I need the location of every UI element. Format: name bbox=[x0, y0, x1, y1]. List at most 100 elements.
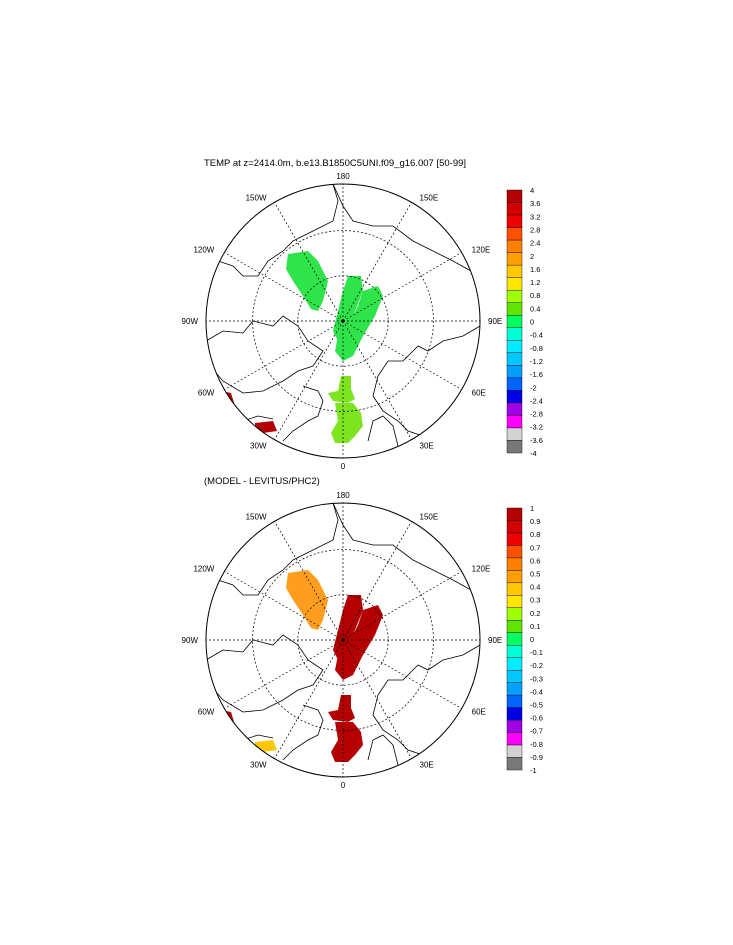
colorbar-label: 0.8 bbox=[530, 291, 540, 300]
colorbar-swatch bbox=[506, 719, 523, 733]
colorbar-label: -3.2 bbox=[530, 423, 543, 432]
longitude-label: 150W bbox=[246, 193, 267, 202]
coastline bbox=[372, 644, 480, 756]
fram-strait-blob bbox=[328, 376, 355, 403]
longitude-label: 90E bbox=[488, 636, 502, 645]
colorbar-label: -2 bbox=[530, 383, 537, 392]
coastline bbox=[367, 734, 399, 766]
meridian-line bbox=[224, 320, 344, 390]
canada-basin-blob bbox=[286, 570, 328, 630]
colorbar-label: 0 bbox=[530, 635, 534, 644]
map-border bbox=[205, 183, 481, 459]
latitude-circle bbox=[252, 230, 434, 412]
panel-title: (MODEL - LEVITUS/PHC2) bbox=[204, 476, 320, 487]
panel-title: TEMP at z=2414.0m, b.e13.B1850C5UNI.f09_… bbox=[204, 158, 467, 169]
colorbar-label: 3.6 bbox=[530, 199, 540, 208]
colorbar-label: 1 bbox=[530, 504, 534, 513]
longitude-label: 150E bbox=[420, 512, 439, 521]
colorbar-label: 4 bbox=[530, 186, 534, 195]
coastline bbox=[332, 503, 472, 591]
colorbar-label: 0.1 bbox=[530, 622, 540, 631]
colorbar-label: -0.2 bbox=[530, 661, 543, 670]
polar-map: 180 0 90W 90E 150W 120W 150E 120E 60W 30W 60E 30E bbox=[182, 172, 503, 470]
longitude-label: 180 bbox=[336, 172, 350, 181]
coastline bbox=[282, 704, 324, 761]
meridian-line bbox=[274, 639, 344, 759]
colorbar-label: 2.4 bbox=[530, 239, 540, 248]
coastline bbox=[282, 385, 324, 442]
colorbar-swatch bbox=[506, 532, 523, 546]
colorbar-label: -2.8 bbox=[530, 410, 543, 419]
longitude-label: 90W bbox=[182, 636, 199, 645]
colorbar-swatch bbox=[506, 732, 523, 746]
longitude-label: 90W bbox=[182, 317, 199, 326]
colorbar-label: -0.6 bbox=[530, 714, 543, 723]
longitude-label: 0 bbox=[341, 462, 346, 470]
colorbar-swatch bbox=[506, 440, 523, 454]
colorbar-label: -0.9 bbox=[530, 753, 543, 762]
colorbar-swatch bbox=[506, 744, 523, 758]
longitude-label: 120E bbox=[472, 246, 491, 255]
colorbar-label: -2.4 bbox=[530, 396, 543, 405]
longitude-label: 120W bbox=[193, 565, 214, 574]
colorbar-label: 3.2 bbox=[530, 212, 540, 221]
colorbar: 4 3.6 3.2 2.8 2.4 2 1.6 1.2 0.8 0.4 0 -0.4 -0.8 -1.2 -… bbox=[506, 186, 543, 458]
colorbar-swatch bbox=[506, 570, 523, 584]
colorbar-swatch bbox=[506, 645, 523, 658]
colorbar-swatch bbox=[506, 607, 523, 621]
colorbar-label: -0.5 bbox=[530, 701, 543, 710]
colorbar-swatch bbox=[506, 545, 523, 559]
colorbar-swatch bbox=[506, 757, 523, 771]
colorbar-label: -4 bbox=[530, 449, 537, 458]
colorbar-label: 0.8 bbox=[530, 530, 540, 539]
colorbar-swatch bbox=[506, 620, 523, 633]
colorbar-label: 0.3 bbox=[530, 596, 540, 605]
colorbar-label: 0.7 bbox=[530, 543, 540, 552]
meridian-line bbox=[274, 320, 344, 440]
longitude-label: 0 bbox=[341, 781, 346, 790]
meridian-line bbox=[274, 202, 344, 322]
colorbar-swatch bbox=[506, 557, 523, 571]
longitude-label: 150E bbox=[420, 193, 439, 202]
coastline bbox=[367, 415, 399, 447]
longitude-label: 180 bbox=[336, 491, 350, 500]
longitude-label: 30E bbox=[420, 442, 434, 451]
colorbar-label: -1 bbox=[530, 766, 537, 775]
colorbar-label: 0.5 bbox=[530, 570, 540, 579]
longitude-label: 60E bbox=[472, 389, 486, 398]
coastline bbox=[217, 503, 339, 596]
colorbar-swatch bbox=[506, 582, 523, 596]
fram-strait-blob bbox=[328, 695, 355, 722]
colorbar-swatch bbox=[506, 657, 523, 671]
nordic-seas-blob bbox=[331, 722, 363, 762]
map-border bbox=[205, 502, 481, 778]
colorbar-label: -0.8 bbox=[530, 344, 543, 353]
colorbar-label: -3.6 bbox=[530, 436, 543, 445]
coastline bbox=[332, 184, 472, 272]
meridian-line bbox=[342, 521, 412, 641]
colorbar-swatch bbox=[506, 694, 523, 708]
colorbar-label: 0.9 bbox=[530, 517, 540, 526]
meridian-line bbox=[342, 252, 462, 322]
longitude-label: 120W bbox=[193, 246, 214, 255]
colorbar-label: -1.6 bbox=[530, 370, 543, 379]
colorbar-label: -0.7 bbox=[530, 727, 543, 736]
coastline bbox=[372, 325, 480, 437]
colorbar-label: 0.6 bbox=[530, 556, 540, 565]
colorbar-label: 0 bbox=[530, 318, 534, 327]
colorbar-label: -0.4 bbox=[530, 331, 543, 340]
colorbar-swatch bbox=[506, 682, 523, 696]
longitude-label: 30W bbox=[250, 442, 267, 451]
longitude-label: 60W bbox=[198, 389, 215, 398]
meridian-line bbox=[224, 252, 344, 322]
coastline bbox=[206, 315, 324, 394]
colorbar-swatch bbox=[506, 520, 523, 534]
temperature-panel: TEMP at z=2414.0m, b.e13.B1850C5UNI.f09_… bbox=[0, 0, 733, 470]
colorbar-label: -0.4 bbox=[530, 687, 543, 696]
coastline bbox=[206, 634, 324, 713]
meridian-line bbox=[342, 202, 412, 322]
colorbar-label: 0.2 bbox=[530, 609, 540, 618]
